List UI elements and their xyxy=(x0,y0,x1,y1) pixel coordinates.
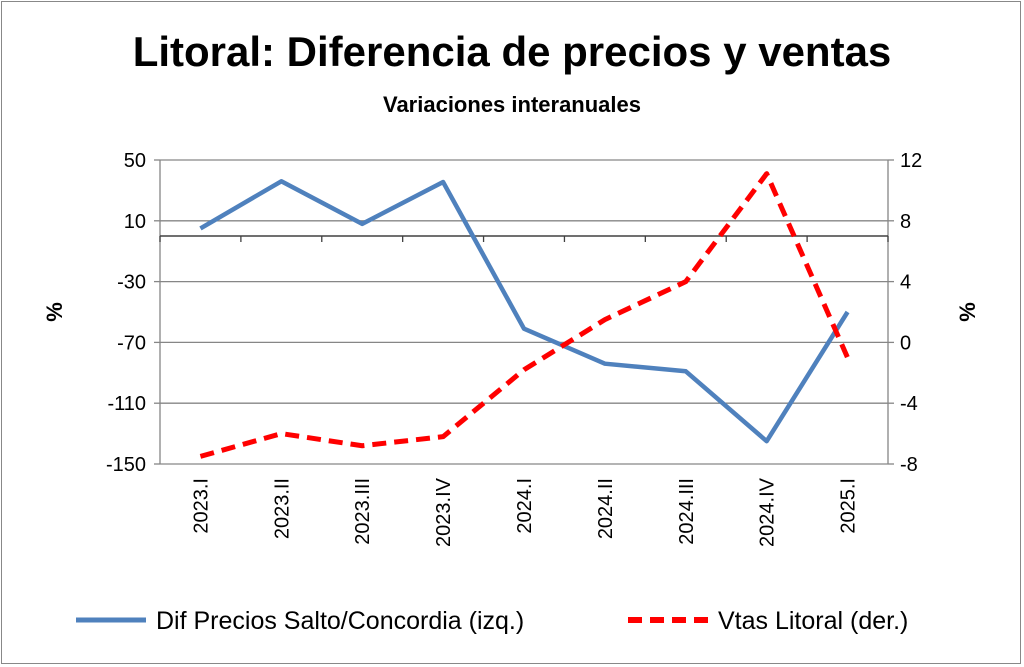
x-tick-label: 2024.I xyxy=(514,478,536,534)
y-tick-label: -30 xyxy=(117,272,146,294)
y-tick-label: 50 xyxy=(124,150,146,172)
y-tick-label: -150 xyxy=(106,454,146,476)
y-axis-label: % xyxy=(42,302,67,322)
chart-title: Litoral: Diferencia de precios y ventas xyxy=(132,28,892,75)
y2-tick-label: 12 xyxy=(900,150,922,172)
chart-subtitle: Variaciones interanuales xyxy=(382,92,642,117)
x-tick-label: 2023.III xyxy=(352,478,374,545)
y2-tick-label: 8 xyxy=(900,211,911,233)
legend-label-1: Dif Precios Salto/Concordia (izq.) xyxy=(156,607,524,635)
y2-tick-label: -4 xyxy=(900,393,918,415)
x-tick-label: 2024.IV xyxy=(757,477,779,547)
x-tick-label: 2024.II xyxy=(595,478,617,539)
legend-label-2: Vtas Litoral (der.) xyxy=(718,607,908,635)
y2-tick-label: 0 xyxy=(900,332,911,354)
y-tick-label: -110 xyxy=(107,393,146,415)
x-tick-label: 2023.IV xyxy=(433,477,455,547)
y2-axis-label: % xyxy=(955,302,980,322)
x-tick-label: 2025.I xyxy=(838,478,860,534)
x-tick-label: 2024.III xyxy=(676,478,698,545)
y-tick-label: 10 xyxy=(124,211,146,233)
series-line-2 xyxy=(199,171,850,459)
x-tick-label: 2023.I xyxy=(190,478,212,534)
x-tick-label: 2023.II xyxy=(271,478,293,539)
y2-tick-label: -8 xyxy=(900,454,918,476)
y2-tick-label: 4 xyxy=(900,272,911,294)
y-tick-label: -70 xyxy=(117,332,146,354)
